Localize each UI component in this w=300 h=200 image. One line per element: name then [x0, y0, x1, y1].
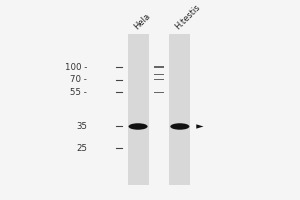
- Text: 70 -: 70 -: [70, 75, 87, 84]
- Text: Hela: Hela: [132, 11, 152, 31]
- Bar: [154, 66, 164, 68]
- Text: 35: 35: [76, 122, 87, 131]
- Text: 55 -: 55 -: [70, 88, 87, 97]
- Ellipse shape: [170, 123, 189, 130]
- Bar: [169, 34, 190, 185]
- Text: 25: 25: [76, 144, 87, 153]
- Bar: [154, 74, 164, 75]
- Text: H.testis: H.testis: [173, 2, 202, 31]
- Polygon shape: [196, 124, 203, 129]
- Bar: [154, 92, 164, 93]
- Text: 100 -: 100 -: [65, 63, 87, 72]
- Bar: [154, 79, 164, 80]
- Bar: [128, 34, 148, 185]
- Ellipse shape: [128, 123, 148, 130]
